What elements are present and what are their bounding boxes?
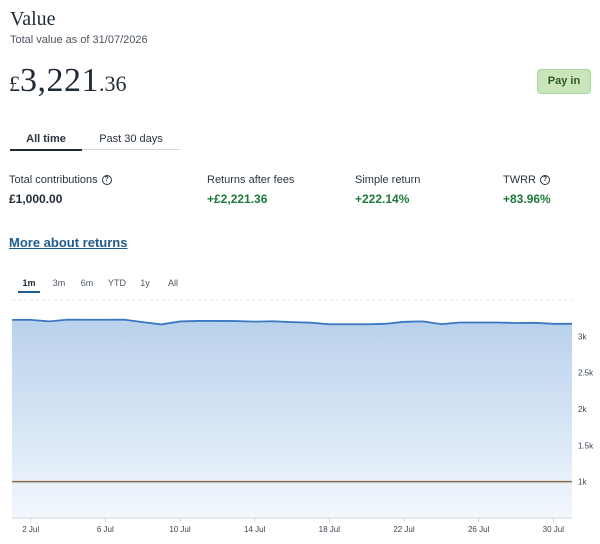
x-tick-label: 26 Jul xyxy=(468,525,490,534)
info-icon[interactable]: ? xyxy=(540,175,550,185)
stat-value: £1,000.00 xyxy=(9,192,63,206)
stat-value: +£2,221.36 xyxy=(207,192,268,206)
period-tabs: All time Past 30 days xyxy=(10,128,180,151)
y-tick-label: 2k xyxy=(578,405,587,414)
stat-label: Simple return xyxy=(355,174,421,186)
value-title: Value xyxy=(10,8,56,30)
value-chart-svg: 3k 2.5k 2k 1.5k 1k 2 Jul 6 Jul 10 Jul 14 Jul 18 J… xyxy=(12,299,594,534)
x-tick-label: 18 Jul xyxy=(319,525,341,534)
value-chart: 3k 2.5k 2k 1.5k 1k 2 Jul 6 Jul 10 Jul 14 Jul 18 J… xyxy=(0,296,600,544)
x-tick-label: 2 Jul xyxy=(22,525,39,534)
stat-label: Returns after fees xyxy=(207,174,295,186)
range-6m[interactable]: 6m xyxy=(80,278,94,288)
stat-returns-after-fees: Returns after fees +£2,221.36 xyxy=(207,174,294,206)
value-decimals: .36 xyxy=(99,71,127,96)
y-tick-label: 2.5k xyxy=(578,369,594,378)
stat-label: TWRR xyxy=(503,174,536,186)
info-icon[interactable]: ? xyxy=(101,175,112,185)
currency-symbol: £ xyxy=(9,71,20,96)
more-about-returns-link[interactable]: More about returns xyxy=(9,235,128,250)
range-3m[interactable]: 3m xyxy=(52,278,66,288)
range-all[interactable]: All xyxy=(167,278,178,288)
y-tick-label: 3k xyxy=(578,332,587,341)
y-tick-label: 1.5k xyxy=(578,441,594,450)
tab-all-time[interactable]: All time xyxy=(10,128,82,151)
range-ytd[interactable]: YTD xyxy=(108,278,126,288)
tab-past-30-days[interactable]: Past 30 days xyxy=(99,133,163,145)
stat-total-contributions: Total contributions? £1,000.00 xyxy=(9,174,112,206)
x-tick-label: 14 Jul xyxy=(244,525,266,534)
value-area xyxy=(12,319,572,518)
x-tick-label: 22 Jul xyxy=(393,525,415,534)
value-subtitle: Total value as of 31/07/2026 xyxy=(10,34,148,46)
stat-simple-return: Simple return +222.14% xyxy=(355,174,420,206)
value-main: 3,221 xyxy=(20,62,99,99)
x-tick-label: 10 Jul xyxy=(169,525,191,534)
y-tick-label: 1k xyxy=(578,478,587,487)
stat-value: +222.14% xyxy=(355,192,410,206)
stat-twrr: TWRR? +83.96% xyxy=(503,174,551,206)
stat-value: +83.96% xyxy=(503,192,551,206)
pay-in-button[interactable]: Pay in xyxy=(537,69,591,94)
range-1y[interactable]: 1y xyxy=(140,278,150,288)
value-series-line xyxy=(12,318,572,326)
stat-label: Total contributions xyxy=(9,174,98,186)
x-tick-label: 6 Jul xyxy=(97,525,114,534)
x-tick-label: 30 Jul xyxy=(543,525,565,534)
range-1m[interactable]: 1m xyxy=(18,276,40,293)
total-value: £3,221.36 xyxy=(9,62,127,100)
